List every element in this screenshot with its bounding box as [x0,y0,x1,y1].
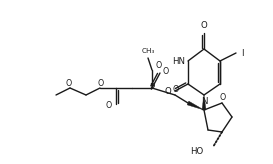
Text: CH₃: CH₃ [141,48,155,54]
Text: O: O [66,79,72,88]
Text: HN: HN [172,57,185,65]
Text: N: N [201,97,207,106]
Text: HO: HO [190,146,203,155]
Text: O: O [165,86,171,95]
Text: O: O [106,101,112,110]
Text: I: I [241,49,244,58]
Text: P: P [149,83,155,92]
Polygon shape [202,95,206,110]
Text: O: O [155,62,161,71]
Text: O: O [98,79,104,88]
Text: O: O [201,21,207,31]
Text: O: O [220,93,226,102]
Polygon shape [187,101,204,110]
Text: O: O [173,85,179,94]
Text: O: O [163,66,169,75]
